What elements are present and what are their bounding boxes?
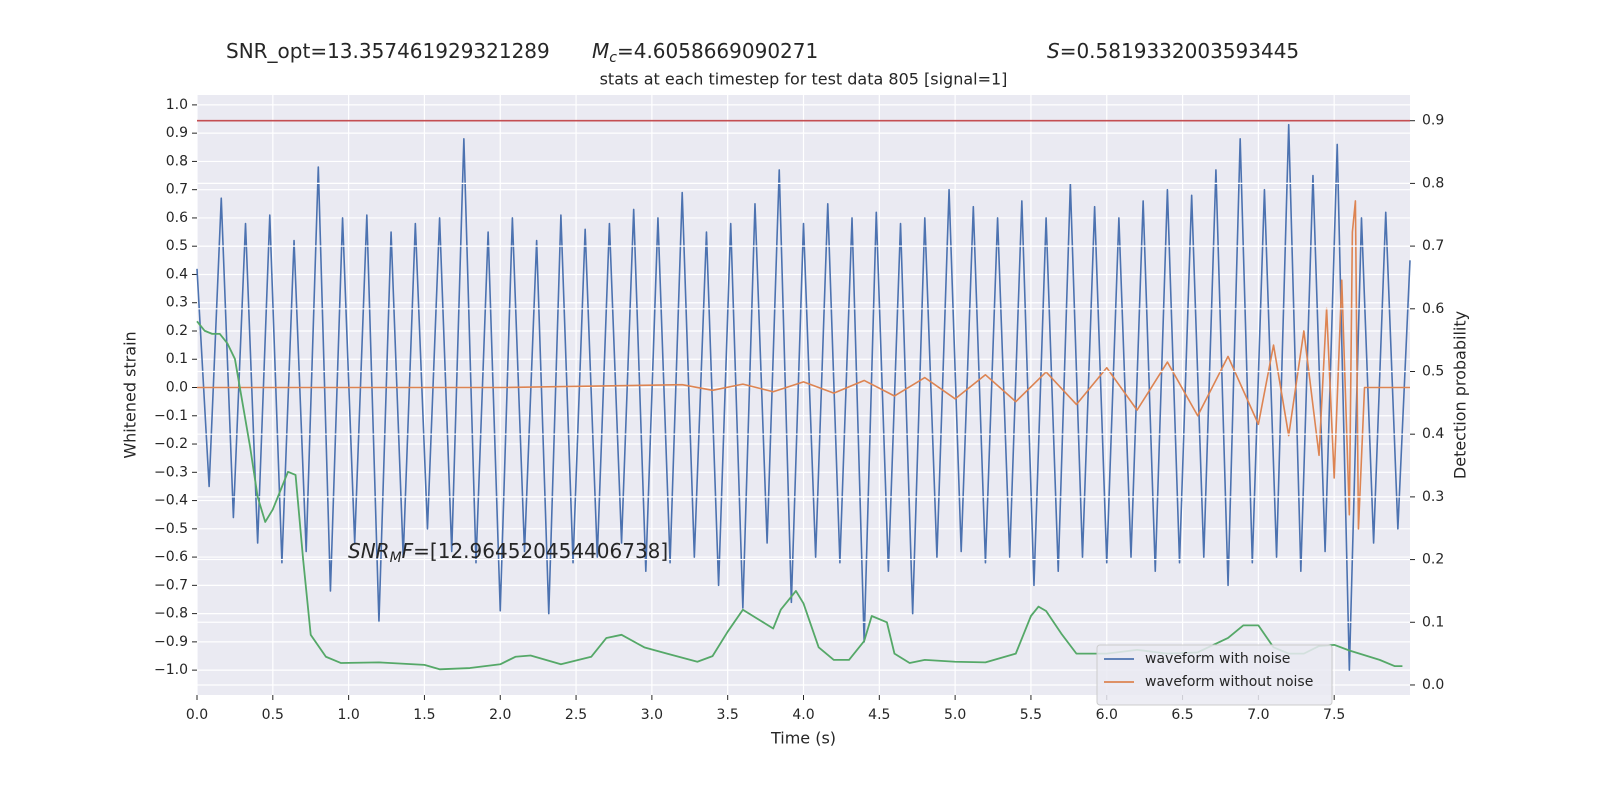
x-axis-label: Time (s) bbox=[770, 729, 836, 748]
header-stat: Mc=4.6058669090271 bbox=[592, 39, 818, 67]
x-tick-label: 6.0 bbox=[1096, 707, 1118, 723]
y2-tick-label: 0.0 bbox=[1422, 677, 1444, 693]
x-tick-label: 2.5 bbox=[565, 707, 587, 723]
legend-box bbox=[1096, 644, 1333, 706]
y-tick-label: 0.9 bbox=[166, 125, 188, 141]
y-tick-label: 0.7 bbox=[166, 182, 188, 198]
y-tick-label: −1.0 bbox=[154, 662, 188, 678]
legend-label: waveform without noise bbox=[1145, 674, 1313, 690]
y-tick-label: 0.4 bbox=[166, 266, 188, 282]
text-part: =4.6058669090271 bbox=[617, 39, 818, 63]
x-tick-label: 7.0 bbox=[1247, 707, 1269, 723]
text-part: M bbox=[390, 550, 402, 566]
x-tick-label: 6.5 bbox=[1171, 707, 1193, 723]
y-tick-label: −0.1 bbox=[154, 408, 188, 424]
y2-tick-label: 0.9 bbox=[1422, 113, 1444, 129]
y2-tick-label: 0.3 bbox=[1422, 489, 1444, 505]
y2-tick-label: 0.4 bbox=[1422, 426, 1444, 442]
x-tick-label: 4.0 bbox=[792, 707, 814, 723]
y2-tick-label: 0.8 bbox=[1422, 175, 1444, 191]
x-tick-label: 0.5 bbox=[262, 707, 284, 723]
y-tick-label: −0.9 bbox=[154, 634, 188, 650]
x-tick-label: 7.5 bbox=[1323, 707, 1345, 723]
x-tick-label: 5.5 bbox=[1020, 707, 1042, 723]
y-axis-label: Whitened strain bbox=[121, 331, 140, 458]
text-part: SNR bbox=[348, 539, 390, 563]
text-part: M bbox=[592, 39, 609, 63]
y-tick-label: 0.3 bbox=[166, 295, 188, 311]
y2-tick-label: 0.6 bbox=[1422, 301, 1444, 317]
y-tick-label: 0.5 bbox=[166, 238, 188, 254]
y-tick-label: 0.8 bbox=[166, 153, 188, 169]
y2-tick-label: 0.2 bbox=[1422, 552, 1444, 568]
x-tick-label: 3.0 bbox=[641, 707, 663, 723]
y-tick-label: −0.7 bbox=[154, 577, 188, 593]
x-tick-label: 1.5 bbox=[413, 707, 435, 723]
x-tick-label: 2.0 bbox=[489, 707, 511, 723]
text-part: c bbox=[609, 50, 617, 66]
y2-tick-label: 0.5 bbox=[1422, 363, 1444, 379]
y-tick-label: −0.4 bbox=[154, 493, 188, 509]
y-tick-label: 1.0 bbox=[166, 97, 188, 113]
y-tick-label: −0.8 bbox=[154, 606, 188, 622]
y-tick-label: 0.0 bbox=[166, 380, 188, 396]
y-tick-label: 0.6 bbox=[166, 210, 188, 226]
x-tick-label: 5.0 bbox=[944, 707, 966, 723]
text-part: =0.5819332003593445 bbox=[1060, 39, 1299, 63]
y2-axis-label: Detection probability bbox=[1451, 311, 1470, 479]
text-part: F bbox=[402, 539, 414, 563]
text-part: SNR_opt=13.357461929321289 bbox=[226, 39, 550, 63]
header-stat: S=0.5819332003593445 bbox=[1047, 39, 1299, 63]
y-tick-label: −0.5 bbox=[154, 521, 188, 537]
annotation: SNRMF=[12.964520454406738] bbox=[348, 539, 668, 567]
y-tick-label: −0.3 bbox=[154, 464, 188, 480]
y2-tick-label: 0.1 bbox=[1422, 614, 1444, 630]
y-tick-label: 0.1 bbox=[166, 351, 188, 367]
series-line bbox=[197, 200, 1410, 530]
x-tick-label: 3.5 bbox=[717, 707, 739, 723]
legend-label: waveform with noise bbox=[1145, 651, 1290, 667]
text-part: S bbox=[1047, 39, 1060, 63]
x-tick-label: 1.0 bbox=[337, 707, 359, 723]
x-tick-label: 4.5 bbox=[868, 707, 890, 723]
header-stat: SNR_opt=13.357461929321289 bbox=[226, 39, 550, 63]
y2-tick-label: 0.7 bbox=[1422, 238, 1444, 254]
y-tick-label: −0.6 bbox=[154, 549, 188, 565]
y-tick-label: −0.2 bbox=[154, 436, 188, 452]
x-tick-label: 0.0 bbox=[186, 707, 208, 723]
y-tick-label: 0.2 bbox=[166, 323, 188, 339]
text-part: =[12.964520454406738] bbox=[413, 539, 668, 563]
series-line bbox=[196, 123, 1411, 671]
chart-title: stats at each timestep for test data 805… bbox=[600, 70, 1008, 89]
